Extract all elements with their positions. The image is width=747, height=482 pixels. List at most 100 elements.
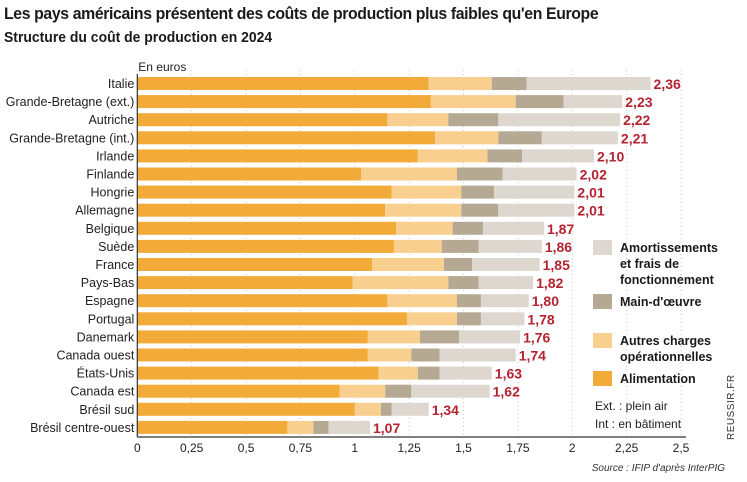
bar-segment [498,113,621,127]
bar-segment [391,402,429,416]
legend-label: et frais de [620,257,679,271]
bar-segment [367,330,421,344]
category-label: Allemagne [75,204,134,218]
legend-note: Int : en bâtiment [595,417,682,431]
bar-segment [411,348,440,362]
bar-segment [378,366,418,380]
category-label: Espagne [85,294,134,308]
total-label: 2,36 [654,76,681,92]
bar-segment [137,402,355,416]
total-label: 1,07 [373,420,400,436]
x-tick-label: 2,25 [615,441,639,455]
category-label: Hongrie [91,186,135,200]
bar-segment [137,149,418,163]
bar-segment [480,294,529,308]
total-label: 1,78 [527,311,554,327]
total-label: 2,01 [577,185,604,201]
bar-segment [498,131,542,145]
chart-title: Les pays américains présentent des coûts… [4,4,599,23]
bar-segment [483,221,544,235]
bar-segment [372,258,444,271]
category-label: Brésil sud [79,403,134,417]
legend-label: Autres charges [620,334,711,348]
bar-segment [393,239,442,253]
category-label: Portugal [88,312,135,326]
total-label: 1,87 [547,221,574,237]
category-label: Canada est [70,385,134,399]
bar-segment [137,131,436,145]
x-tick-label: 0 [134,441,141,455]
total-label: 1,82 [536,275,563,291]
bar-segment [361,167,457,181]
x-tick-label: 0,75 [289,441,313,455]
legend-label: Main-d'œuvre [620,295,701,309]
bar-segment [502,167,577,181]
bar-segment [396,221,453,235]
legend-label: Alimentation [620,372,696,386]
total-label: 1,76 [523,329,550,345]
total-label: 1,80 [532,293,559,309]
bar-segment [443,258,473,271]
bar-segment [563,95,623,109]
total-label: 2,22 [623,112,650,128]
total-label: 1,62 [493,384,520,400]
x-tick-label: 2 [569,441,576,455]
total-label: 1,63 [495,366,522,382]
total-label: 2,10 [597,148,624,164]
bar-segment [137,239,394,253]
bar-segment [352,276,449,290]
bar-segment [406,312,457,326]
bar-segment [456,312,481,326]
bar-segment [493,185,575,199]
x-tick-label: 1 [351,441,358,455]
bar-segment [456,167,503,181]
brand-watermark: REUSSIR.FR [726,374,737,440]
bar-segment [448,113,499,127]
x-tick-label: 2,5 [673,441,690,455]
x-tick-label: 0,25 [180,441,204,455]
category-label: Finlande [86,168,134,182]
bar-segment [430,95,516,109]
bar-segment [439,348,516,362]
bar-segment [137,258,373,271]
bar-segment [137,113,388,127]
category-label: Italie [108,77,134,91]
bar-segment [439,366,492,380]
bar-segment [328,420,371,434]
legend-note: Ext. : plein air [595,399,668,413]
x-tick-label: 1,5 [455,441,472,455]
bar-segment [339,384,386,398]
bar-segment [313,420,329,434]
bar-segment [441,239,479,253]
category-label: Grande-Bretagne (ext.) [6,95,135,109]
total-label: 1,74 [519,348,546,364]
legend-label: fonctionnement [620,273,715,287]
category-label: Pays-Bas [81,276,135,290]
bar-segment [287,420,314,434]
bar-segment [385,384,412,398]
bar-segment [137,384,340,398]
bar-segment [137,95,431,109]
bar-segment [385,203,462,217]
bar-segment [478,239,542,253]
total-label: 2,21 [621,130,648,146]
category-label: France [95,258,134,272]
bar-segment [387,294,457,308]
x-tick-label: 0,5 [238,441,255,455]
legend-swatch [593,240,612,255]
bar-segment [515,95,564,109]
category-label: Canada ouest [56,349,134,363]
bar-segment [137,276,353,290]
bar-segment [354,402,381,416]
bar-segment [391,185,462,199]
category-label: Brésil centre-ouest [30,421,135,435]
chart-subtitle: Structure du coût de production en 2024 [4,29,273,46]
bar-segment [411,384,490,398]
bar-segment [478,276,534,290]
bar-segment [137,294,388,308]
bar-segment [137,221,397,235]
bar-segment [526,77,651,90]
bar-segment [459,330,521,344]
legend-label: opérationnelles [620,350,712,364]
